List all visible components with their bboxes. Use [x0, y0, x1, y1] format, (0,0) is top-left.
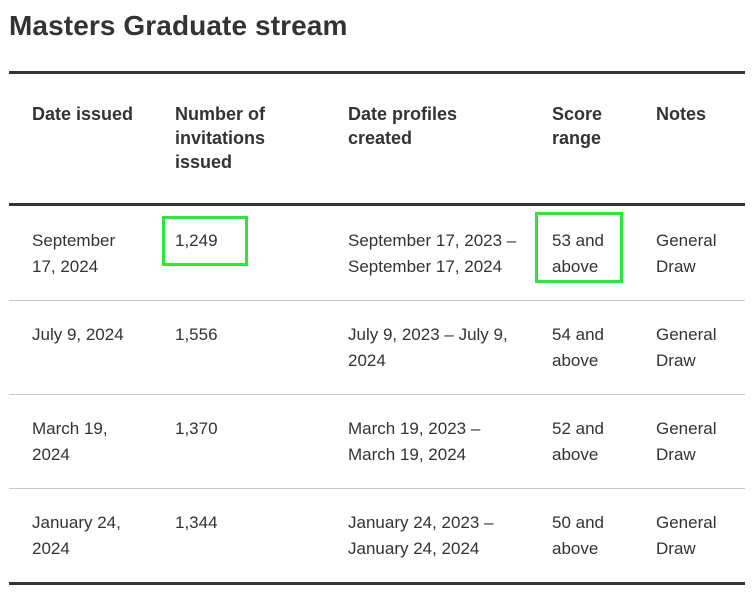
cell-score-range: 54 and above: [552, 325, 604, 370]
cell-date-issued: March 19, 2024: [32, 419, 108, 464]
cell-profiles-created: July 9, 2023 – July 9, 2024: [348, 325, 508, 370]
cell-invitations: 1,344: [175, 513, 218, 532]
cell-invitations: 1,249: [175, 231, 218, 250]
table-row: September 17, 2024 1,249 September 17, 2…: [9, 205, 745, 301]
invitations-table-container: Date issued Number of invitations issued…: [9, 71, 745, 585]
table-row: March 19, 2024 1,370 March 19, 2023 – Ma…: [9, 395, 745, 489]
invitations-table: Date issued Number of invitations issued…: [9, 71, 745, 585]
header-date-issued: Date issued: [32, 104, 134, 124]
cell-date-issued: September 17, 2024: [32, 231, 116, 276]
table-row: January 24, 2024 1,344 January 24, 2023 …: [9, 489, 745, 584]
cell-profiles-created: January 24, 2023 – January 24, 2024: [348, 513, 494, 558]
cell-notes: General Draw: [656, 513, 717, 558]
table-body: September 17, 2024 1,249 September 17, 2…: [9, 205, 745, 584]
cell-invitations: 1,556: [175, 325, 218, 344]
header-invitations: Number of invitations issued: [175, 104, 266, 172]
header-profiles-created: Date profiles created: [348, 104, 458, 148]
cell-date-issued: January 24, 2024: [32, 513, 121, 558]
cell-date-issued: July 9, 2024: [32, 325, 124, 344]
table-row: July 9, 2024 1,556 July 9, 2023 – July 9…: [9, 301, 745, 395]
header-score-range: Score range: [552, 104, 603, 148]
cell-invitations: 1,370: [175, 419, 218, 438]
cell-notes: General Draw: [656, 231, 717, 276]
cell-score-range: 53 and above: [552, 231, 604, 276]
cell-score-range: 50 and above: [552, 513, 604, 558]
cell-notes: General Draw: [656, 325, 717, 370]
header-notes: Notes: [656, 104, 707, 124]
table-header-row: Date issued Number of invitations issued…: [9, 72, 745, 205]
cell-notes: General Draw: [656, 419, 717, 464]
table-header: Date issued Number of invitations issued…: [9, 72, 745, 205]
page-title: Masters Graduate stream: [9, 10, 348, 41]
cell-profiles-created: March 19, 2023 – March 19, 2024: [348, 419, 481, 464]
cell-score-range: 52 and above: [552, 419, 604, 464]
cell-profiles-created: September 17, 2023 – September 17, 2024: [348, 231, 517, 276]
